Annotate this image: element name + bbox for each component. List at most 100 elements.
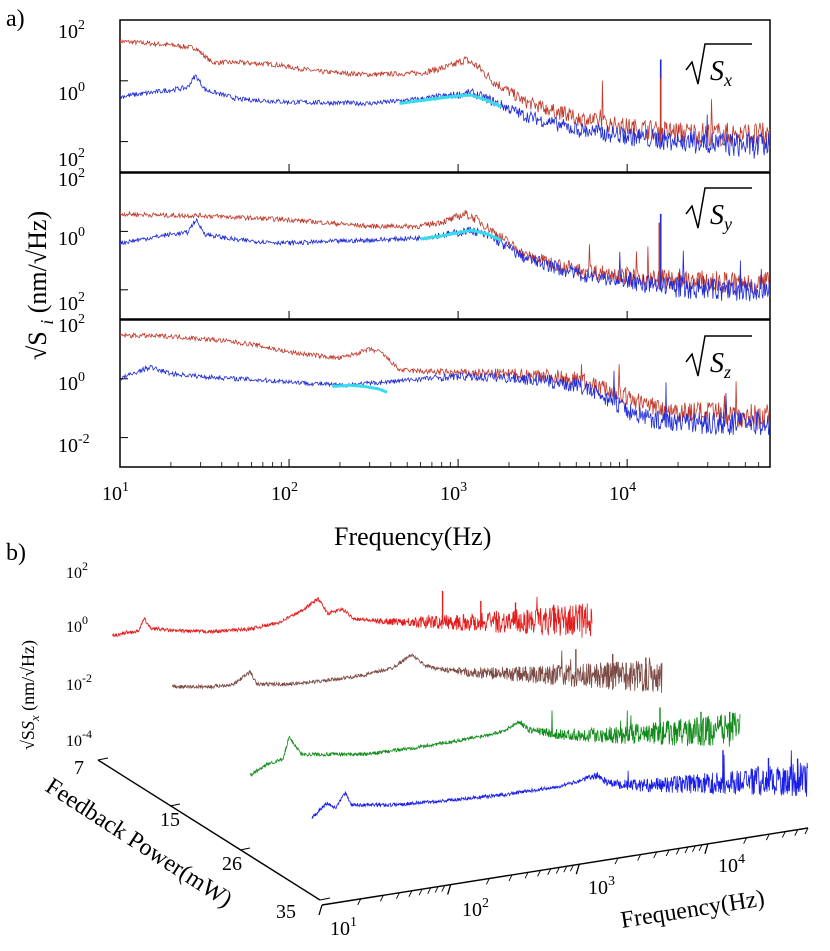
annotation-sy-text: Sy <box>710 200 732 234</box>
panel-b-zticks: 102 100 10-2 10-4 <box>66 559 92 750</box>
series-x-red <box>120 39 770 149</box>
svg-text:Frequency(Hz): Frequency(Hz) <box>619 886 767 934</box>
freq-tick-mark <box>704 843 709 855</box>
panel-b: b) 102 100 10-2 10-4 √SSx (nm/√Hz) 7 15 … <box>6 540 809 940</box>
power-tick-2: 26 <box>222 853 242 875</box>
ytick-x-0: 102 <box>58 18 85 43</box>
xtick-label-2: 103 <box>440 480 467 505</box>
xtick-label-1: 102 <box>271 480 298 505</box>
freq-tick-mark <box>379 895 384 902</box>
panel-b-series-layer <box>111 590 809 819</box>
annotation-sz: Sz <box>685 335 752 382</box>
subplot-y-plot <box>120 210 770 302</box>
panel-b-label: b) <box>6 540 26 566</box>
freq-tick-mark <box>684 846 689 854</box>
svg-text:√SSx (nm/√Hz): √SSx (nm/√Hz) <box>18 640 42 750</box>
power-tick-mark-2 <box>239 847 251 851</box>
freq-tick-mark <box>318 904 323 916</box>
freq-tick-mark <box>698 844 703 851</box>
freq-tick-mark <box>637 854 642 861</box>
panel-a-series-layer <box>120 19 770 439</box>
freq-tick-mark <box>537 870 541 877</box>
panel-b-freq-minor-ticks <box>97 757 809 916</box>
freq-tick-mark <box>508 874 513 882</box>
subplot-y-yticks: 102 100 102 <box>58 166 85 315</box>
svg-text:√S i (nm/√Hz): √S i (nm/√Hz) <box>23 211 57 360</box>
freq-tick-mark <box>653 851 658 859</box>
xtick-label-0: 101 <box>102 480 129 505</box>
freq-tick-mark <box>555 867 560 874</box>
power-tick-mark-0 <box>97 757 109 761</box>
svg-text:Feedback Power(mW): Feedback Power(mW) <box>41 773 237 913</box>
series-y-red <box>120 210 770 297</box>
freq-tick-mark <box>563 866 568 873</box>
series-z-red <box>120 331 770 430</box>
subplot-z-yticks: 102 100 10-2 <box>58 312 90 457</box>
ytick-y-0: 102 <box>58 166 85 191</box>
freq-tick-mark <box>794 829 799 836</box>
freq-tick-mark <box>485 878 490 885</box>
ytick-x-2: 102 <box>58 146 85 171</box>
ztick-2: 10-2 <box>66 671 92 694</box>
ytick-y-2: 102 <box>58 290 85 315</box>
freq-tick-mark <box>441 885 446 892</box>
power-tick-3: 35 <box>276 901 296 923</box>
panel-b-power-ticks: 7 15 26 35 <box>74 757 296 923</box>
series-y-fit <box>420 228 502 242</box>
freq-tick-mark <box>743 837 748 844</box>
freq-tick-mark <box>569 864 574 872</box>
panel-b-freq-label: Frequency(Hz) <box>619 886 767 934</box>
panel-a: a) 101 102 103 104 102 100 102 102 100 102 … <box>6 6 771 551</box>
freq-tick-mark <box>357 898 362 906</box>
series-y-blue <box>120 217 770 302</box>
freq-tick-2: 103 <box>588 874 615 899</box>
freq-axis-line <box>321 827 809 906</box>
power-tick-1: 15 <box>160 809 180 831</box>
freq-tick-mark <box>765 833 770 841</box>
series-x-blue <box>120 74 770 159</box>
subplot-z-plot <box>120 331 770 436</box>
freq-tick-mark <box>524 872 529 879</box>
ztick-0: 102 <box>66 559 88 582</box>
power-tick-0: 7 <box>74 757 84 779</box>
ytick-y-1: 100 <box>58 225 85 250</box>
subplot-x-yticks: 102 100 102 <box>58 18 85 171</box>
annotation-sx: x Sx <box>685 43 752 90</box>
freq-tick-mark <box>547 868 552 875</box>
panel-a-xlabel: Frequency(Hz) <box>334 522 491 551</box>
freq-tick-mark <box>427 887 432 894</box>
freq-tick-mark <box>804 827 809 835</box>
freq-tick-mark <box>447 884 452 895</box>
freq-tick-0: 101 <box>330 915 357 940</box>
freq-tick-mark <box>434 886 439 893</box>
freq-tick-mark <box>675 848 680 855</box>
xtick-label-3: 104 <box>609 480 636 505</box>
subplot-z-frame <box>119 319 771 468</box>
freq-tick-mark <box>396 892 400 899</box>
freq-tick-1: 102 <box>462 896 489 921</box>
subplot-y-frame <box>119 172 771 320</box>
ztick-1: 100 <box>66 613 88 636</box>
waterfall-trace-26 <box>249 710 741 777</box>
ytick-z-1: 100 <box>58 370 85 395</box>
freq-tick-mark <box>614 857 619 865</box>
power-axis-line <box>97 759 321 901</box>
freq-tick-mark <box>692 845 696 853</box>
panel-a-xticks-layer: 101 102 103 104 <box>102 164 771 505</box>
ytick-z-0: 102 <box>58 312 85 337</box>
waterfall-trace-15 <box>171 650 663 693</box>
ytick-x-1: 100 <box>58 80 85 105</box>
subplot-x-frame <box>119 19 771 173</box>
panel-b-freq-ticks: 101 102 103 104 <box>330 852 745 940</box>
freq-tick-mark <box>408 890 413 897</box>
ytick-z-2: 10-2 <box>58 432 90 457</box>
panel-a-label: a) <box>6 6 25 32</box>
freq-tick-mark <box>781 831 786 838</box>
subplot-x-plot <box>120 39 770 159</box>
power-tick-mark-1 <box>169 803 181 807</box>
series-z-blue <box>120 364 770 436</box>
power-tick-mark-3 <box>319 897 331 901</box>
freq-tick-mark <box>665 849 670 857</box>
